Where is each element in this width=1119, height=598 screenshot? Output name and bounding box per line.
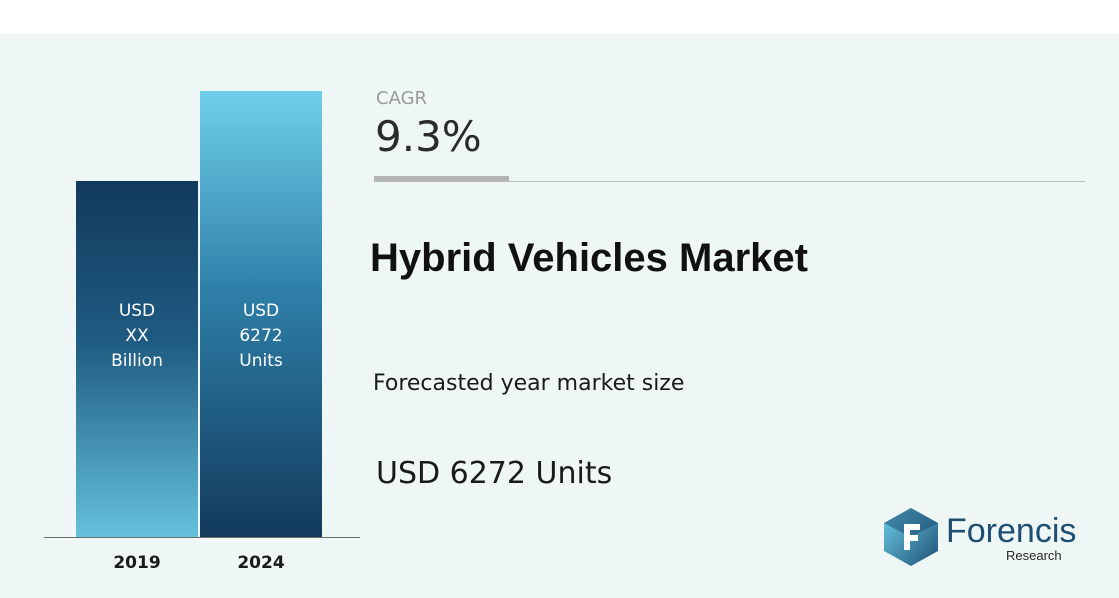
bar-2019-label: USD XX Billion	[76, 299, 198, 374]
logo-subtitle: Research	[1006, 548, 1062, 563]
cagr-value: 9.3%	[375, 112, 482, 161]
x-tick-2024: 2024	[237, 553, 285, 573]
bar-2024-label-line1: USD	[242, 301, 280, 321]
bar-2019-label-line2: XX	[125, 326, 149, 346]
divider-line	[374, 181, 1085, 182]
chart-title: Hybrid Vehicles Market	[370, 236, 808, 280]
bar-2024-label-line2: 6272	[239, 326, 283, 346]
forecast-label: Forecasted year market size	[373, 371, 685, 396]
logo-mark-icon	[884, 508, 938, 566]
logo-wordmark: Forencis	[946, 512, 1077, 550]
cagr-label: CAGR	[376, 88, 428, 109]
bar-2019-label-line1: USD	[118, 301, 156, 321]
bar-2019: USD XX Billion	[76, 181, 198, 537]
x-axis-baseline	[44, 537, 360, 538]
bar-2019-label-line3: Billion	[111, 351, 163, 371]
bar-2024: USD 6272 Units	[200, 91, 322, 537]
bar-2024-label: USD 6272 Units	[200, 299, 322, 374]
x-tick-2019: 2019	[113, 553, 161, 573]
forencis-logo: Forencis Research	[880, 506, 1076, 568]
forecast-value: USD 6272 Units	[376, 456, 613, 491]
bar-2024-label-line3: Units	[239, 351, 283, 371]
bar-chart: USD XX Billion USD 6272 Units 2019 2024	[0, 0, 370, 598]
cagr-accent-bar	[374, 176, 509, 181]
